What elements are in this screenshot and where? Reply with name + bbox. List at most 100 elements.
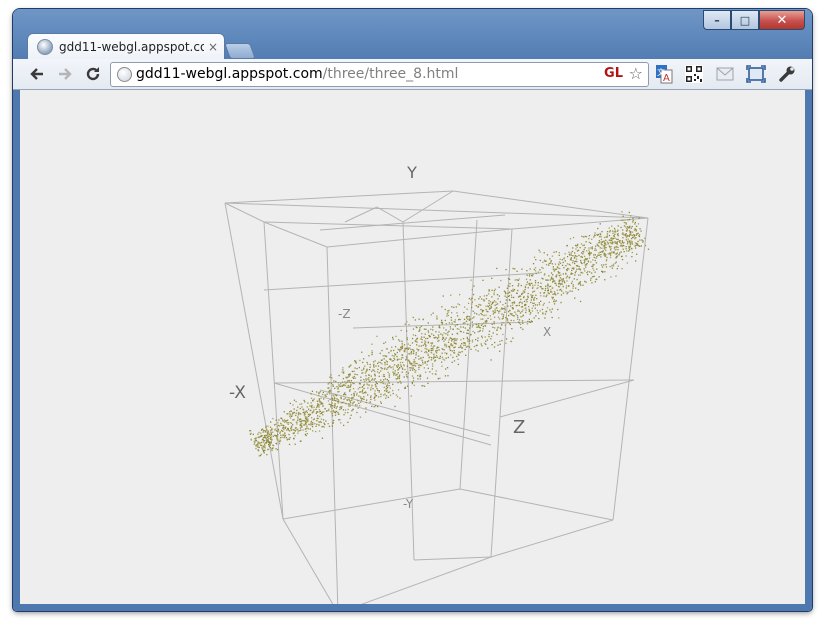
particle [501,313,503,315]
particle [340,407,342,410]
particle [305,417,307,420]
particle [354,377,356,379]
particle [507,305,509,307]
tab-strip: gdd11-webgl.appspot.com/ × [13,31,812,60]
particle [536,309,538,312]
particle [438,325,441,327]
particle [262,437,265,439]
forward-icon[interactable] [55,64,75,84]
particle [363,358,365,360]
maximize-button[interactable]: □ [731,10,759,30]
particle [497,327,499,329]
webgl-canvas[interactable]: Y -X Z -Z X -Y [20,90,805,604]
particle [357,399,359,401]
3d-scene[interactable]: Y -X Z -Z X -Y [20,90,805,604]
site-info-icon[interactable] [117,67,132,82]
particle [466,308,468,310]
particle [590,279,592,281]
particle [472,330,474,333]
grid-line [490,228,513,558]
new-tab-button[interactable] [224,43,256,59]
particle [545,285,547,287]
particle [332,385,334,387]
particle [519,295,522,297]
webgl-badge[interactable]: GL [604,66,623,81]
particle [555,268,558,270]
back-icon[interactable] [27,64,47,84]
particle [528,310,531,312]
particle [605,239,607,241]
tab-close-icon[interactable]: × [208,40,219,54]
particle [385,355,387,358]
particle [573,278,575,280]
particle [562,279,564,281]
particle [620,219,622,221]
particle [289,437,291,439]
particle [268,445,270,447]
particle [368,379,370,381]
tab-active[interactable]: gdd11-webgl.appspot.com/ × [27,33,225,60]
particle [477,331,479,333]
particle [257,445,259,447]
particle [318,430,321,432]
mail-icon[interactable] [715,64,735,84]
particle [300,425,303,427]
particle [451,345,453,347]
particle [534,296,536,299]
qr-code-icon[interactable] [684,64,704,84]
particle [632,217,634,219]
particle [381,381,384,383]
particle [311,426,314,428]
particle [533,302,535,304]
particle [303,423,305,426]
particle [477,305,480,308]
wrench-icon[interactable] [777,64,797,84]
particle [273,444,275,447]
particle [555,282,557,284]
particle [543,292,545,294]
particle [487,317,489,319]
grid-line [224,202,649,219]
particle [616,255,619,257]
reload-icon[interactable] [83,64,103,84]
particle [517,310,519,312]
particle [537,287,539,289]
particle [413,364,415,366]
particle [470,297,473,300]
particle [344,409,347,411]
particle [601,231,603,233]
particle [485,321,487,324]
particle [480,308,482,311]
particle [416,341,418,343]
particle [306,411,308,414]
url-text[interactable]: gdd11-webgl.appspot.com/three/three_8.ht… [136,66,459,82]
particle [270,442,272,444]
particle [635,237,637,239]
particle-cloud [249,211,650,457]
particle [552,296,554,299]
particle [371,378,374,380]
particle [266,441,268,443]
particle [450,319,453,321]
particle [424,343,426,346]
particle [552,293,554,295]
particle [304,411,307,413]
particle [285,429,288,431]
particle [471,339,474,341]
particle [349,365,351,367]
particle [314,423,316,425]
star-icon[interactable]: ☆ [628,64,643,83]
particle [531,287,534,289]
address-bar[interactable]: gdd11-webgl.appspot.com/three/three_8.ht… [110,62,649,87]
fullscreen-icon[interactable] [746,64,766,84]
particle [595,245,597,247]
particle [332,395,334,397]
particle [560,288,562,291]
particle [358,382,361,385]
minimize-button[interactable]: – [703,10,731,30]
close-button[interactable]: ✕ [759,10,805,30]
particle [546,285,549,287]
particle [310,422,312,424]
particle [394,370,396,372]
